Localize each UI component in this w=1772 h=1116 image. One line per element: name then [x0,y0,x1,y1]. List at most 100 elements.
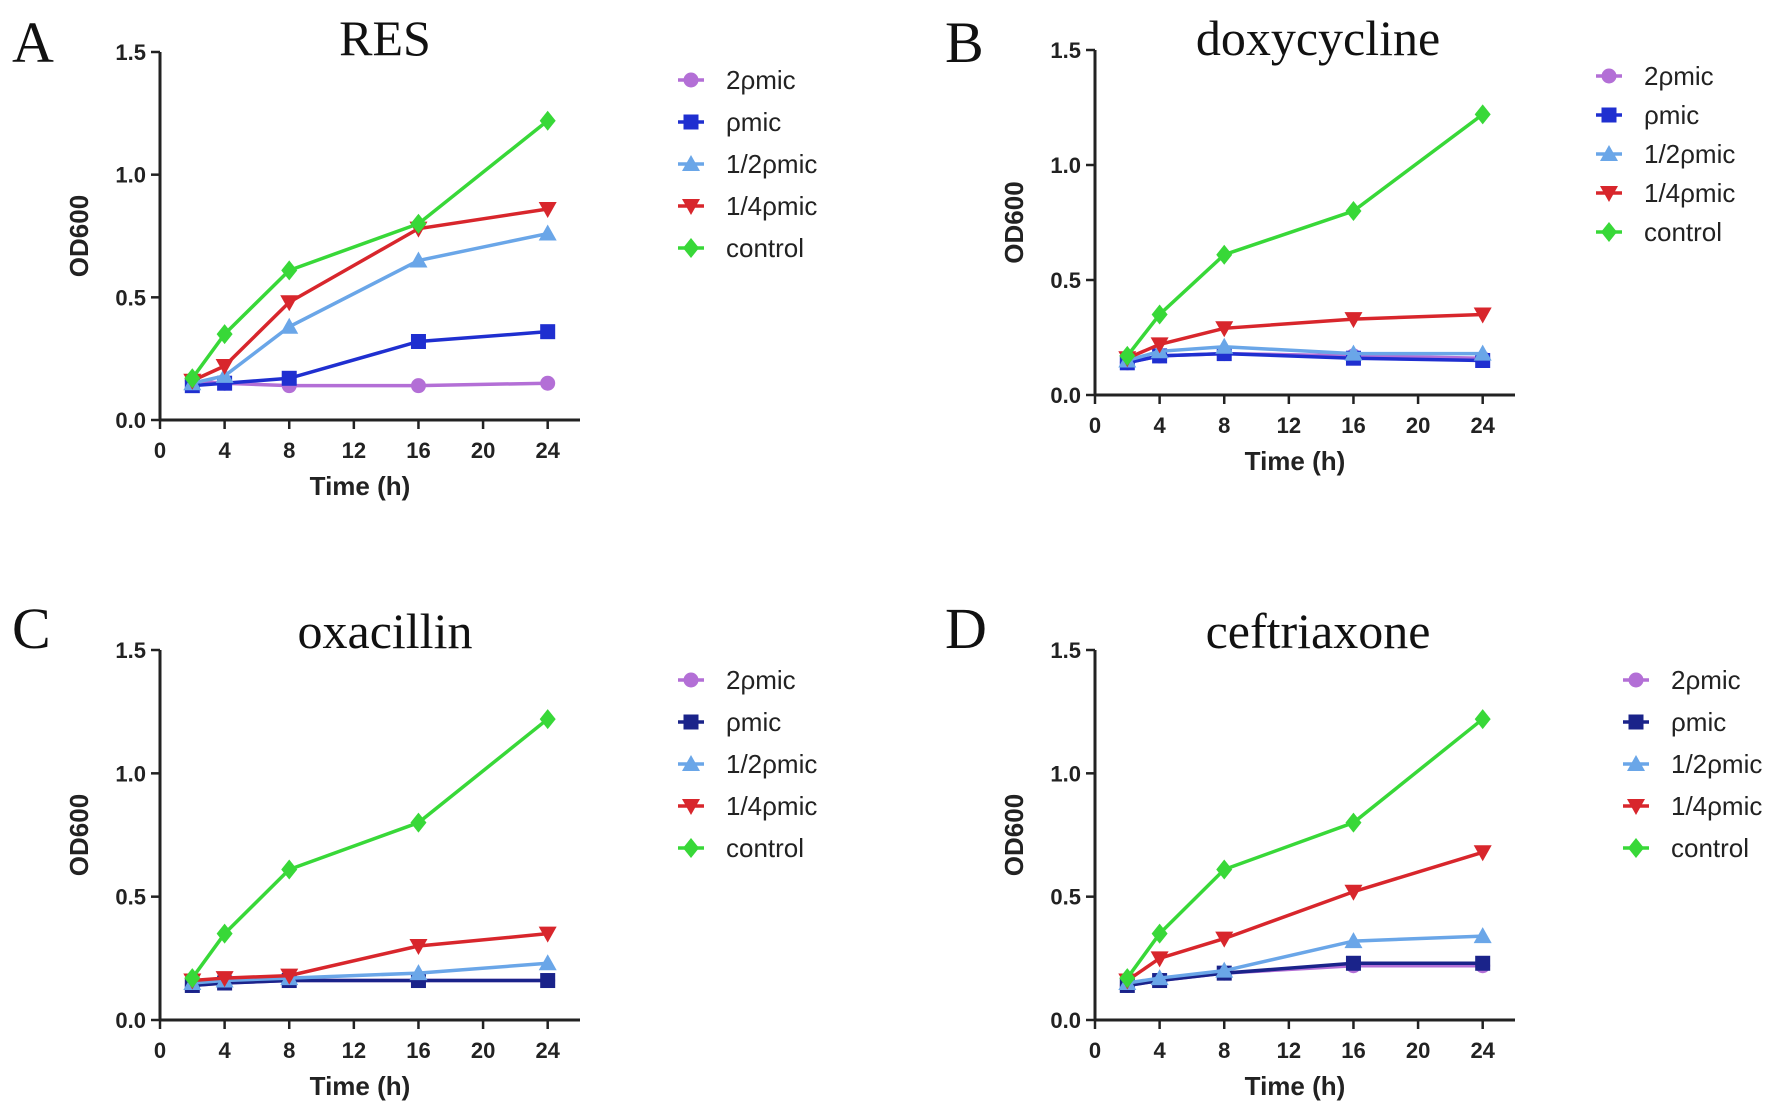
data-point [409,939,428,955]
legend-item: ρmic [1596,100,1699,130]
data-point [1119,968,1136,989]
series-line [1127,934,1483,985]
data-point [1345,201,1362,221]
legend-label: control [1644,217,1722,247]
legend-label: 1/2ρmic [1671,749,1762,779]
legend-label: 2ρmic [726,65,796,95]
legend-item: 2ρmic [1623,665,1741,695]
data-point [1344,932,1363,949]
data-point [1215,321,1234,338]
data-point [1473,845,1492,862]
x-axis-label: Time (h) [310,471,411,501]
y-tick-label: 0.5 [1050,885,1081,910]
legend: 2ρmic ρmic 1/2ρmic 1/4ρmic control [678,65,817,263]
data-point [184,968,201,989]
y-axis-label: OD600 [999,794,1029,876]
series-1/2ρmic [183,954,557,990]
data-point [1345,812,1362,833]
data-point [280,295,299,312]
x-tick-label: 4 [218,438,231,463]
legend-label: 1/4ρmic [726,191,817,221]
data-point [409,251,428,268]
legend-label: 1/2ρmic [726,149,817,179]
series-1/2ρmic [1118,927,1492,990]
x-tick-label: 0 [1089,1038,1101,1063]
data-point [1151,923,1168,944]
data-point [1474,709,1491,730]
data-point [1473,927,1492,944]
legend-label: ρmic [726,707,781,737]
y-tick-label: 1.0 [115,163,146,188]
x-tick-label: 0 [154,1038,166,1063]
data-point [410,333,426,349]
legend-item: 1/2ρmic [1623,749,1762,779]
x-tick-label: 24 [1470,413,1495,438]
x-tick-label: 8 [283,438,295,463]
data-point [280,968,299,985]
legend-label: control [1671,833,1749,863]
data-point [1150,337,1169,354]
legend-label: ρmic [1671,707,1726,737]
x-tick-label: 12 [1277,413,1301,438]
legend-marker [1628,714,1644,730]
y-tick-label: 1.5 [115,40,146,65]
y-tick-label: 1.0 [1050,153,1081,178]
data-point [1344,344,1363,361]
series-ρmic [1119,955,1491,993]
legend-marker [682,755,700,771]
data-point [410,213,427,234]
x-tick-label: 16 [1341,1038,1365,1063]
legend-marker [1601,107,1617,123]
legend-item: control [678,833,804,863]
data-point [538,926,557,943]
legend-label: 1/4ρmic [726,791,817,821]
x-tick-label: 0 [1089,413,1101,438]
panel-letter: A [12,10,54,75]
panel-letter: D [945,596,987,661]
legend-marker [683,672,699,688]
series-1/4ρmic [183,202,557,390]
x-axis-label: Time (h) [1245,1071,1346,1101]
data-point [1473,307,1492,324]
legend-item: 1/2ρmic [1596,139,1735,169]
data-point [281,859,298,880]
legend-item: 2ρmic [1596,61,1714,91]
legend-item: 1/2ρmic [678,749,817,779]
y-tick-label: 1.5 [1050,38,1081,63]
panel-a: A RES 0 4 8 12 16 20 24 0.0 0.5 1.0 1.5 Time (h) OD600… [12,10,817,501]
panel-letter: B [945,10,984,75]
x-tick-label: 12 [342,1038,366,1063]
x-tick-label: 20 [471,1038,495,1063]
data-point [216,324,233,345]
chart-title: ceftriaxone [1206,603,1431,659]
legend-item: 1/4ρmic [678,791,817,821]
data-point [409,964,428,981]
data-point [215,359,234,376]
y-tick-label: 1.5 [1050,638,1081,663]
data-point [538,954,557,971]
x-tick-label: 16 [406,1038,430,1063]
legend-item: 1/2ρmic [678,149,817,179]
data-point [1215,337,1234,354]
legend-label: 2ρmic [1644,61,1714,91]
chart-title: doxycycline [1196,10,1440,66]
legend-label: 1/2ρmic [1644,139,1735,169]
data-point [1475,955,1491,971]
legend-marker [682,155,700,171]
legend-marker [1627,799,1645,815]
legend-label: 1/4ρmic [1671,791,1762,821]
legend-item: 1/4ρmic [678,191,817,221]
y-tick-label: 0.5 [1050,268,1081,293]
y-tick-label: 0.5 [115,885,146,910]
data-point [215,971,234,988]
data-point [1344,884,1363,901]
series-control [1119,104,1491,366]
legend-item: 1/4ρmic [1596,178,1735,208]
x-tick-label: 4 [1153,1038,1166,1063]
x-tick-label: 24 [535,438,560,463]
data-point [1119,345,1136,366]
legend-marker [682,199,700,215]
data-point [1150,969,1169,986]
